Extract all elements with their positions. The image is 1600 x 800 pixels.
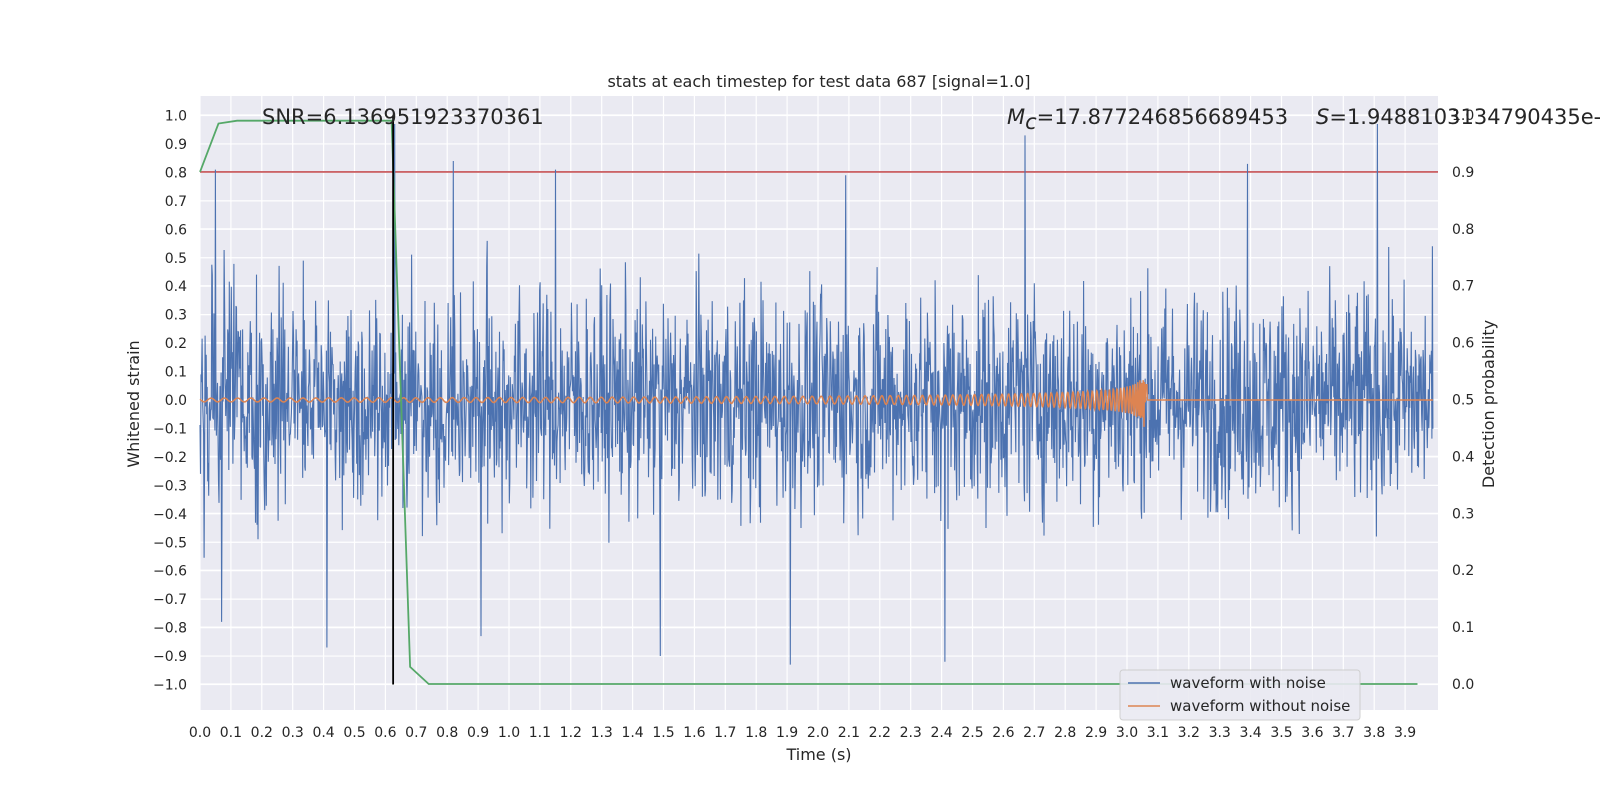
y-right-tick-label: 0.0 [1452, 677, 1474, 693]
legend-label-clean: waveform without noise [1170, 697, 1350, 715]
y-left-tick-label: 0.4 [165, 279, 187, 295]
x-tick-label: 1.8 [745, 725, 767, 741]
y-left-tick-label: −0.8 [153, 621, 187, 637]
y-left-tick-label: 0.2 [165, 336, 187, 352]
y-left-tick-label: 0.6 [165, 222, 187, 238]
y-left-tick-label: 0.5 [165, 251, 187, 267]
probability-series-layer [199, 119, 1418, 685]
y-axis-left-label: Whitened strain [124, 340, 143, 467]
x-axis-label: Time (s) [785, 745, 851, 764]
y-left-tick-label: 0.1 [165, 365, 187, 381]
x-tick-label: 0.3 [282, 725, 304, 741]
spin-symbol: S [1316, 105, 1329, 129]
series-waveform-with-noise [199, 123, 1434, 665]
x-tick-label: 1.1 [529, 725, 551, 741]
series-detection-probability [199, 119, 1418, 685]
x-tick-label: 2.6 [992, 725, 1014, 741]
x-tick-label: 2.9 [1085, 725, 1107, 741]
x-tick-label: 1.7 [714, 725, 736, 741]
x-tick-label: 1.3 [591, 725, 613, 741]
y-left-tick-label: −0.6 [153, 564, 187, 580]
x-tick-label: 1.9 [776, 725, 798, 741]
x-tick-label: 2.7 [1023, 725, 1045, 741]
y-left-tick-label: 0.9 [165, 137, 187, 153]
x-tick-label: 0.6 [374, 725, 396, 741]
y-left-tick-label: 0.7 [165, 194, 187, 210]
chirp-mass-value: =17.877246856689453 [1037, 105, 1288, 129]
x-tick-label: 0.0 [189, 725, 211, 741]
y-left-tick-label: −0.7 [153, 592, 187, 608]
y-left-tick-label: −0.9 [153, 649, 187, 665]
x-tick-label: 2.5 [961, 725, 983, 741]
y-left-tick-labels: 1.0 0.9 0.8 0.7 0.6 0.5 0.4 0.3 0.2 0.1 0.0 −0.1 −0.… [153, 109, 187, 694]
y-left-tick-label: −0.3 [153, 478, 187, 494]
x-tick-label: 0.4 [312, 725, 334, 741]
chirp-mass-symbol: M [1007, 105, 1025, 129]
x-tick-label: 3.6 [1301, 725, 1323, 741]
x-tick-label: 1.5 [652, 725, 674, 741]
y-right-tick-label: 1.0 [1452, 108, 1474, 124]
x-tick-label: 2.1 [838, 725, 860, 741]
spin-value: =1.9488103134790435e- [1329, 105, 1600, 129]
spin-annotation: S=1.9488103134790435e- [1316, 105, 1600, 129]
y-left-tick-label: −0.2 [153, 450, 187, 466]
noise-series-layer [199, 123, 1434, 665]
chirp-mass-annotation: Mc=17.877246856689453 [1007, 105, 1288, 134]
y-left-tick-label: −1.0 [153, 678, 187, 694]
x-tick-label: 3.0 [1116, 725, 1138, 741]
chart-title: stats at each timestep for test data 687… [607, 72, 1030, 91]
x-tick-label: 3.2 [1178, 725, 1200, 741]
y-right-tick-label: 0.9 [1452, 165, 1474, 181]
x-tick-label: 2.8 [1054, 725, 1076, 741]
x-tick-label: 3.3 [1209, 725, 1231, 741]
snr-annotation: SNR=6.136951923370361 [262, 105, 544, 129]
chirp-mass-subscript: c [1025, 110, 1037, 134]
x-tick-label: 3.1 [1147, 725, 1169, 741]
y-right-tick-label: 0.4 [1452, 449, 1474, 465]
x-tick-label: 0.2 [251, 725, 273, 741]
legend: waveform with noise waveform without noi… [1119, 669, 1361, 721]
y-left-tick-label: 0.0 [165, 393, 187, 409]
x-tick-label: 2.4 [930, 725, 952, 741]
chirp-series-layer [199, 380, 1433, 427]
x-tick-label: 0.9 [467, 725, 489, 741]
series-waveform-without-noise [199, 380, 1433, 427]
x-tick-label: 0.8 [436, 725, 458, 741]
x-tick-label: 1.0 [498, 725, 520, 741]
x-tick-label: 2.0 [807, 725, 829, 741]
x-tick-label: 2.2 [869, 725, 891, 741]
x-tick-label: 1.6 [683, 725, 705, 741]
x-tick-label: 0.5 [343, 725, 365, 741]
y-right-tick-label: 0.7 [1452, 279, 1474, 295]
y-right-tick-label: 0.3 [1452, 506, 1474, 522]
y-axis-right-label: Detection probability [1479, 320, 1498, 488]
y-right-tick-label: 0.5 [1452, 393, 1474, 409]
x-tick-label: 1.2 [560, 725, 582, 741]
y-left-tick-label: −0.4 [153, 507, 187, 523]
y-right-tick-label: 0.8 [1452, 222, 1474, 238]
y-right-tick-label: 0.2 [1452, 563, 1474, 579]
x-tick-label: 2.3 [900, 725, 922, 741]
legend-label-noise: waveform with noise [1170, 674, 1326, 692]
x-tick-label: 0.1 [220, 725, 242, 741]
x-tick-label: 3.5 [1270, 725, 1292, 741]
y-left-tick-label: 0.8 [165, 165, 187, 181]
legend-box [1119, 669, 1361, 721]
x-tick-label: 3.9 [1394, 725, 1416, 741]
x-tick-label: 1.4 [621, 725, 643, 741]
x-tick-labels: 0.0 0.1 0.2 0.3 0.4 0.5 0.6 0.7 0.8 0.9 1.0 1.1 1.2 1… [189, 725, 1416, 741]
y-right-tick-label: 0.1 [1452, 620, 1474, 636]
x-tick-label: 3.4 [1239, 725, 1261, 741]
x-tick-label: 0.7 [405, 725, 427, 741]
y-left-tick-label: −0.5 [153, 535, 187, 551]
y-left-tick-label: 1.0 [165, 109, 187, 125]
x-tick-label: 3.8 [1363, 725, 1385, 741]
y-left-tick-label: −0.1 [153, 421, 187, 437]
x-tick-label: 3.7 [1332, 725, 1354, 741]
y-right-tick-labels: 1.0 0.9 0.8 0.7 0.6 0.5 0.4 0.3 0.2 0.1 0.0 [1452, 108, 1474, 693]
y-right-tick-label: 0.6 [1452, 336, 1474, 352]
y-left-tick-label: 0.3 [165, 308, 187, 324]
